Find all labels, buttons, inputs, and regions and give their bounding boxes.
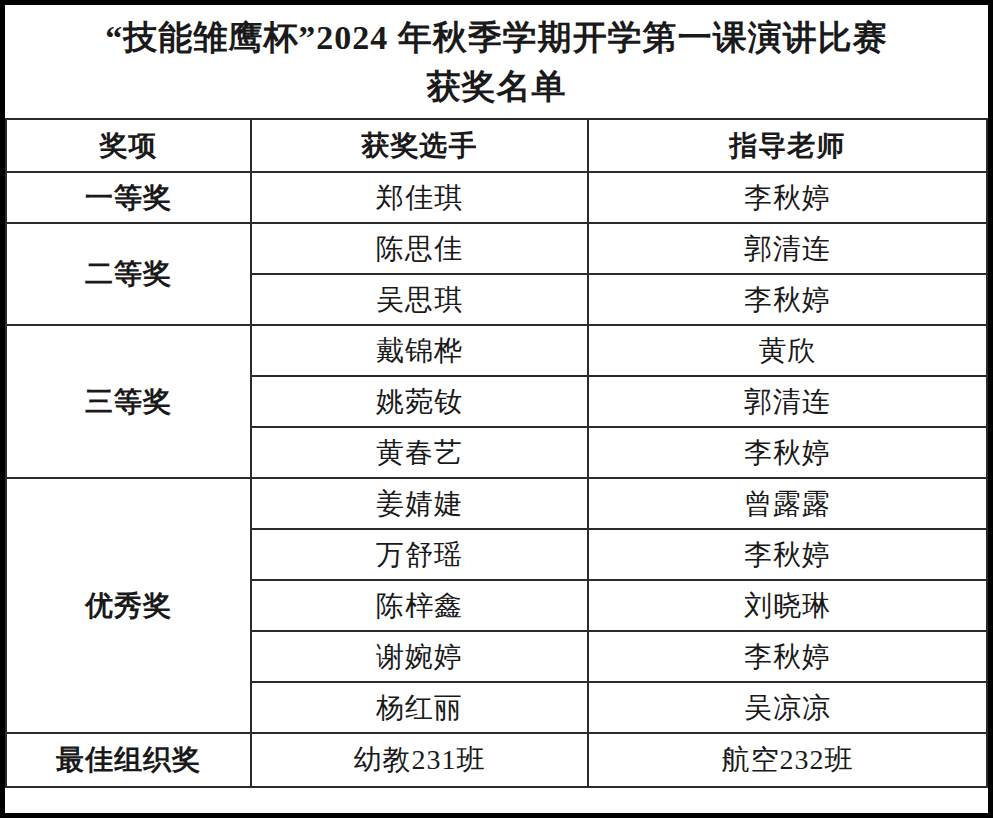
table-row: 二等奖 陈思佳 郭清连 [6, 223, 987, 274]
header-cell-teacher: 指导老师 [588, 119, 987, 172]
award-cell-excellence-prize: 优秀奖 [6, 478, 251, 733]
teacher-cell: 李秋婷 [588, 172, 987, 223]
teacher-cell: 郭清连 [588, 376, 987, 427]
title-line-2: 获奖名单 [427, 62, 567, 111]
winner-cell: 谢婉婷 [251, 631, 588, 682]
award-cell-second-prize: 二等奖 [6, 223, 251, 325]
teacher-cell: 吴凉凉 [588, 682, 987, 733]
header-cell-winner: 获奖选手 [251, 119, 588, 172]
winner-cell: 陈梓鑫 [251, 580, 588, 631]
winner-cell: 杨红丽 [251, 682, 588, 733]
winner-cell: 郑佳琪 [251, 172, 588, 223]
teacher-cell: 郭清连 [588, 223, 987, 274]
winner-cell: 幼教231班 [251, 733, 588, 787]
winner-cell: 万舒瑶 [251, 529, 588, 580]
table-row: 优秀奖 姜婧婕 曾露露 [6, 478, 987, 529]
award-cell-third-prize: 三等奖 [6, 325, 251, 478]
award-cell-best-organization: 最佳组织奖 [6, 733, 251, 787]
teacher-cell: 刘晓琳 [588, 580, 987, 631]
header-cell-award: 奖项 [6, 119, 251, 172]
table-row: 三等奖 戴锦桦 黄欣 [6, 325, 987, 376]
document-title: “技能雏鹰杯”2024 年秋季学期开学第一课演讲比赛 获奖名单 [5, 5, 988, 118]
winner-cell: 姚菀钕 [251, 376, 588, 427]
teacher-cell: 航空232班 [588, 733, 987, 787]
header-row: 奖项 获奖选手 指导老师 [6, 119, 987, 172]
awards-table: 奖项 获奖选手 指导老师 一等奖 郑佳琪 李秋婷 二等奖 陈思佳 郭清连 吴思琪… [5, 118, 988, 788]
award-cell-first-prize: 一等奖 [6, 172, 251, 223]
table-row: 一等奖 郑佳琪 李秋婷 [6, 172, 987, 223]
table-row: 最佳组织奖 幼教231班 航空232班 [6, 733, 987, 787]
teacher-cell: 曾露露 [588, 478, 987, 529]
title-line-1: “技能雏鹰杯”2024 年秋季学期开学第一课演讲比赛 [105, 13, 888, 62]
teacher-cell: 李秋婷 [588, 529, 987, 580]
winner-cell: 戴锦桦 [251, 325, 588, 376]
teacher-cell: 李秋婷 [588, 274, 987, 325]
teacher-cell: 李秋婷 [588, 427, 987, 478]
winner-cell: 黄春艺 [251, 427, 588, 478]
document-page: “技能雏鹰杯”2024 年秋季学期开学第一课演讲比赛 获奖名单 奖项 获奖选手 … [0, 0, 993, 818]
winner-cell: 姜婧婕 [251, 478, 588, 529]
teacher-cell: 黄欣 [588, 325, 987, 376]
teacher-cell: 李秋婷 [588, 631, 987, 682]
winner-cell: 吴思琪 [251, 274, 588, 325]
winner-cell: 陈思佳 [251, 223, 588, 274]
